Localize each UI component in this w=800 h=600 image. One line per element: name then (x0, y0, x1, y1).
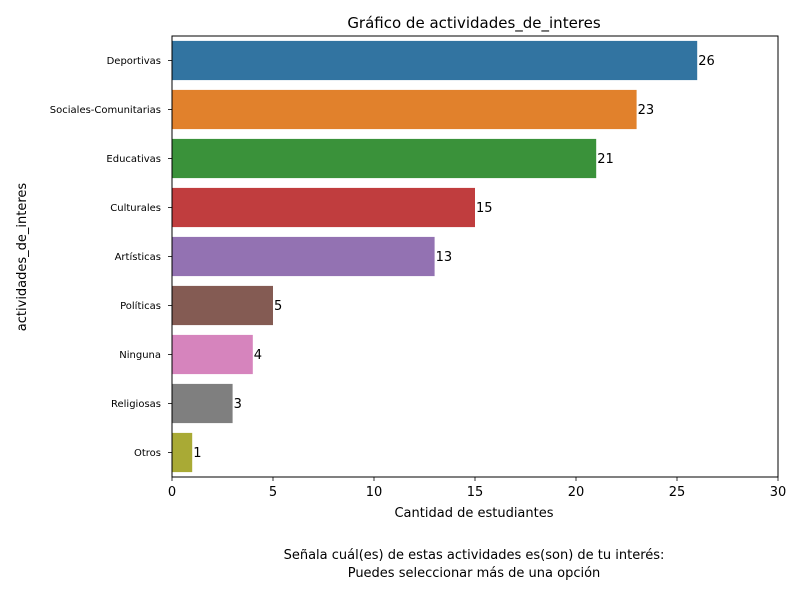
x-tick-label: 20 (568, 485, 585, 500)
x-tick-label: 10 (366, 485, 383, 500)
bar-sociales-comunitarias (172, 89, 637, 130)
plot-frame (171, 35, 779, 478)
data-label: 3 (234, 397, 242, 412)
y-axis-label: actividades_de_interes (15, 183, 30, 332)
caption-line-1: Señala cuál(es) de estas actividades es(… (283, 548, 665, 563)
y-tick-labels: Deportivas Sociales-Comunitarias Educativa… (50, 56, 172, 459)
bar-religiosas (172, 383, 233, 424)
data-label: 13 (436, 250, 453, 265)
y-tick-label: Artísticas (115, 251, 161, 263)
caption-line-2: Puedes seleccionar más de una opción (347, 566, 601, 581)
y-tick-label: Deportivas (107, 56, 161, 67)
bar-ninguna (172, 334, 253, 375)
data-label: 5 (274, 299, 282, 314)
data-label: 21 (597, 152, 614, 167)
y-tick-label: Otros (134, 448, 161, 459)
data-label: 4 (254, 348, 262, 363)
y-tick-label: Sociales-Comunitarias (50, 105, 161, 116)
bar-otros (172, 432, 193, 473)
data-label: 23 (638, 103, 655, 118)
chart-title: Gráfico de actividades_de_interes (347, 14, 601, 33)
data-label: 1 (193, 446, 201, 461)
bar-culturales (172, 187, 475, 228)
bars-group (172, 40, 698, 473)
y-tick-label: Culturales (110, 203, 161, 214)
y-tick-label: Educativas (106, 154, 161, 165)
x-tick-label: 15 (467, 485, 484, 500)
y-tick-label: Ninguna (119, 350, 161, 361)
x-tick-label: 0 (168, 485, 176, 500)
x-axis-label: Cantidad de estudiantes (394, 506, 553, 521)
x-tick-label: 5 (269, 485, 277, 500)
x-ticks: 0 5 10 15 20 25 30 (168, 477, 786, 500)
data-label: 26 (698, 54, 715, 69)
x-tick-label: 25 (669, 485, 686, 500)
y-tick-label: Religiosas (111, 399, 161, 410)
bar-educativas (172, 138, 597, 179)
x-tick-label: 30 (770, 485, 787, 500)
bar-deportivas (172, 40, 698, 81)
data-label: 15 (476, 201, 493, 216)
data-labels: 26 23 21 15 13 5 4 3 1 (193, 54, 715, 461)
bar-art-sticas (172, 236, 435, 277)
y-tick-label: Políticas (120, 300, 161, 312)
bar-pol-ticas (172, 285, 273, 326)
